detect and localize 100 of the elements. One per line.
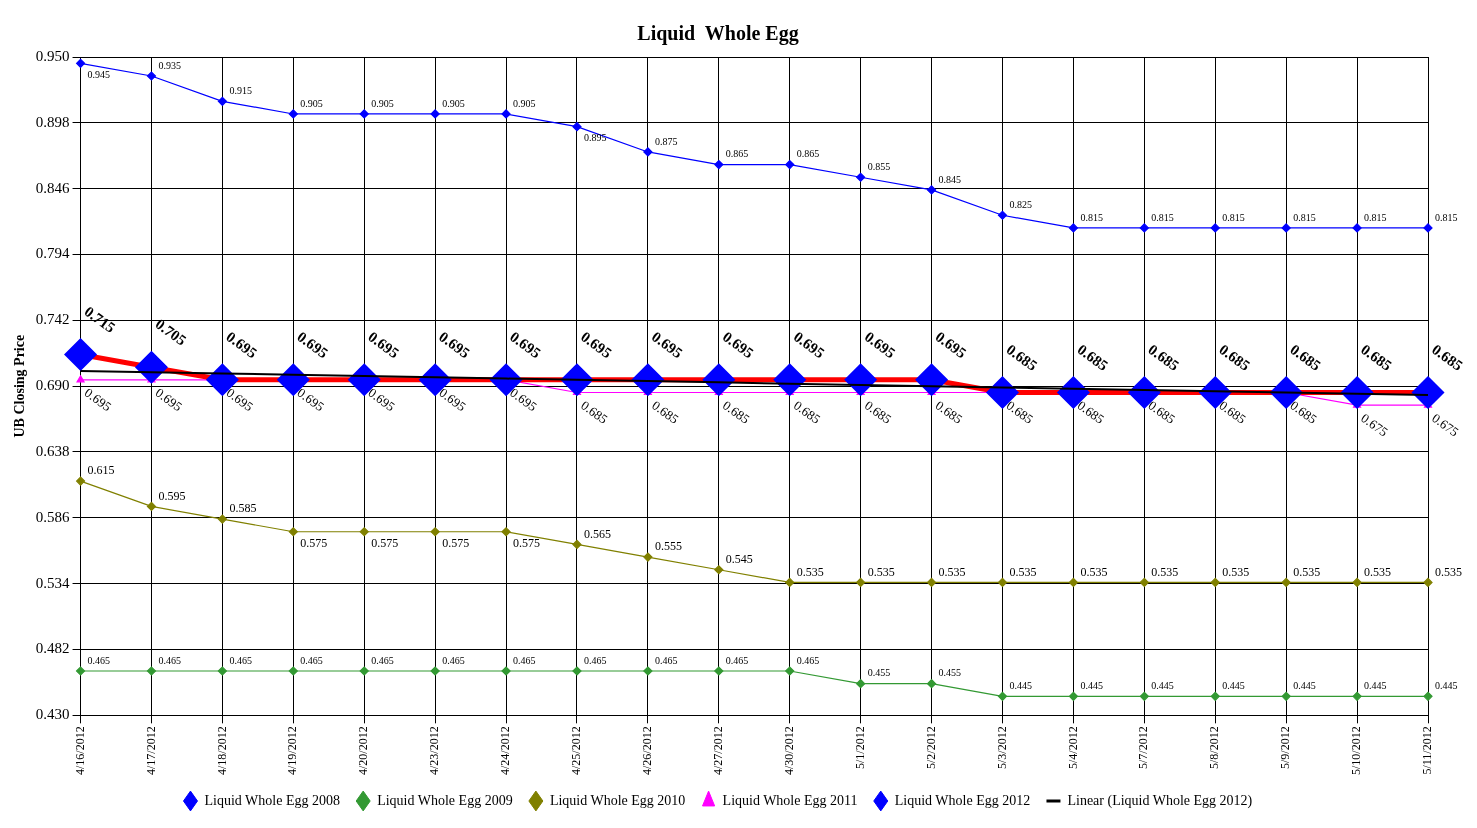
data-label: 0.865 [796, 148, 820, 160]
data-label: 0.685 [1287, 341, 1324, 374]
data-label: 0.465 [229, 654, 252, 666]
x-tick-label: 4/23/2012 [427, 726, 442, 775]
y-tick-label: 0.690 [35, 377, 70, 394]
data-label: 0.695 [223, 384, 257, 415]
data-label: 0.685 [1145, 341, 1182, 374]
data-label: 0.575 [300, 535, 328, 550]
x-tick-label: 5/4/2012 [1065, 726, 1080, 769]
x-tick-label: 4/16/2012 [72, 726, 87, 775]
x-tick-label: 4/25/2012 [569, 726, 584, 775]
data-label: 0.695 [152, 384, 186, 415]
data-label: 0.685 [790, 397, 824, 427]
data-label: 0.875 [654, 135, 678, 147]
data-label: 0.445 [1222, 679, 1245, 691]
y-tick-label: 0.950 [35, 47, 70, 64]
data-label: 0.445 [1009, 679, 1032, 691]
y-tick-label: 0.430 [35, 706, 70, 723]
y-tick-label: 0.794 [35, 245, 71, 262]
data-label: 0.685 [1216, 341, 1253, 374]
y-tick-label: 0.534 [35, 574, 71, 591]
data-label: 0.445 [1293, 679, 1316, 691]
data-label: 0.675 [1358, 410, 1391, 440]
data-label: 0.815 [1080, 211, 1103, 223]
data-label: 0.695 [365, 384, 398, 415]
data-label: 0.685 [1358, 341, 1395, 374]
x-tick-label: 5/7/2012 [1136, 726, 1151, 769]
legend-label: Liquid Whole Egg 2008 [204, 792, 340, 808]
data-label: 0.905 [371, 97, 394, 109]
data-label: 0.555 [654, 539, 682, 554]
data-label: 0.465 [300, 654, 323, 666]
data-label: 0.535 [938, 564, 966, 579]
data-label: 0.865 [725, 148, 749, 160]
x-tick-label: 5/11/2012 [1420, 726, 1435, 775]
x-tick-label: 4/27/2012 [710, 726, 725, 775]
data-label: 0.535 [1009, 564, 1037, 579]
y-tick-label: 0.482 [35, 640, 70, 657]
data-label: 0.535 [1293, 564, 1321, 579]
data-label: 0.445 [1151, 679, 1174, 691]
y-axis-title: UB Closing Price [12, 334, 28, 438]
x-tick-label: 4/20/2012 [356, 726, 371, 775]
data-label: 0.535 [1151, 564, 1179, 579]
data-label: 0.815 [1222, 211, 1245, 223]
data-label: 0.815 [1364, 211, 1387, 223]
x-tick-label: 5/10/2012 [1349, 726, 1364, 775]
data-label: 0.465 [158, 654, 181, 666]
data-label: 0.575 [371, 535, 399, 550]
data-label: 0.695 [507, 384, 540, 415]
legend-label: Liquid Whole Egg 2010 [549, 792, 686, 808]
data-label: 0.695 [436, 384, 469, 415]
data-label: 0.685 [1428, 341, 1466, 374]
x-tick-label: 4/26/2012 [640, 726, 655, 775]
legend-label: Linear (Liquid Whole Egg 2012) [1067, 792, 1253, 809]
data-label: 0.615 [87, 463, 115, 478]
data-label: 0.855 [867, 160, 891, 172]
data-label: 0.685 [649, 397, 682, 427]
data-label: 0.465 [583, 654, 607, 666]
data-label: 0.445 [1080, 679, 1103, 691]
data-label: 0.945 [87, 68, 111, 80]
data-label: 0.825 [1009, 198, 1032, 210]
x-tick-label: 4/17/2012 [143, 726, 158, 775]
data-label: 0.535 [1222, 564, 1250, 579]
legend-label: Liquid Whole Egg 2011 [722, 792, 858, 808]
data-label: 0.905 [513, 97, 536, 109]
x-tick-label: 5/9/2012 [1278, 726, 1293, 769]
data-label: 0.685 [861, 397, 895, 427]
x-tick-label: 5/3/2012 [994, 726, 1009, 769]
data-label: 0.695 [81, 384, 115, 415]
data-label: 0.535 [1080, 564, 1108, 579]
data-label: 0.535 [867, 564, 895, 579]
x-tick-label: 4/19/2012 [285, 726, 300, 775]
data-label: 0.685 [1216, 397, 1249, 427]
data-label: 0.445 [1435, 679, 1458, 691]
data-label: 0.815 [1151, 211, 1174, 223]
x-tick-label: 5/1/2012 [852, 726, 867, 769]
data-label: 0.465 [725, 654, 749, 666]
y-tick-label: 0.742 [35, 311, 70, 328]
y-tick-label: 0.586 [35, 508, 71, 525]
data-label: 0.535 [796, 564, 824, 579]
data-label: 0.465 [654, 654, 678, 666]
x-tick-label: 4/18/2012 [214, 726, 229, 775]
data-label: 0.675 [1429, 410, 1462, 440]
data-label: 0.465 [796, 654, 820, 666]
legend-label: Liquid Whole Egg 2012 [894, 792, 1031, 808]
data-label: 0.585 [229, 501, 257, 516]
x-tick-label: 4/24/2012 [498, 726, 513, 775]
legend-label: Liquid Whole Egg 2009 [377, 792, 513, 808]
data-label: 0.685 [1074, 397, 1108, 427]
data-label: 0.815 [1435, 211, 1458, 223]
data-label: 0.535 [1435, 564, 1462, 579]
data-label: 0.535 [1364, 564, 1392, 579]
data-label: 0.685 [1003, 397, 1037, 427]
data-label: 0.695 [294, 384, 327, 415]
data-label: 0.685 [578, 397, 611, 427]
data-label: 0.905 [300, 97, 323, 109]
data-label: 0.685 [1287, 397, 1320, 427]
data-label: 0.455 [867, 667, 891, 679]
data-label: 0.465 [442, 654, 465, 666]
data-label: 0.685 [1074, 341, 1112, 374]
data-label: 0.465 [513, 654, 536, 666]
